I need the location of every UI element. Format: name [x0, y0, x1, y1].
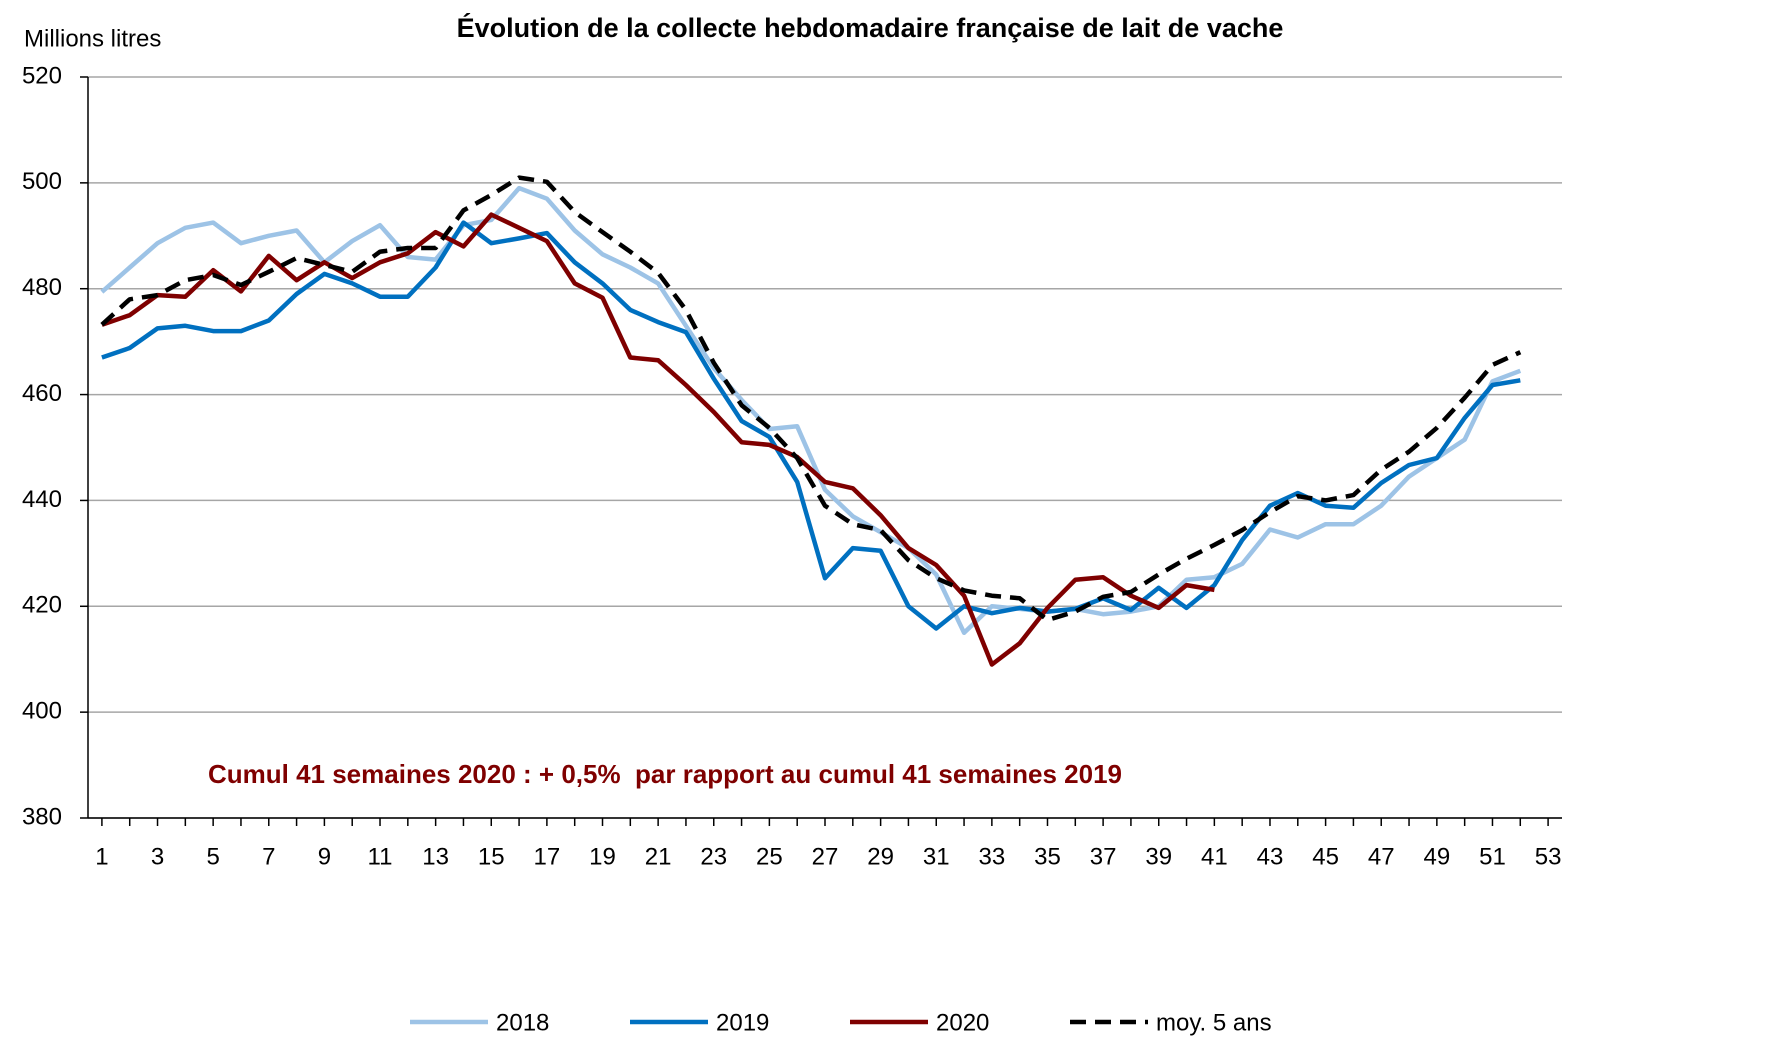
legend-label: 2019	[716, 1009, 769, 1036]
y-tick-label: 440	[22, 486, 62, 513]
x-tick-label: 15	[478, 843, 505, 870]
y-tick-label: 480	[22, 274, 62, 301]
x-tick-label: 51	[1479, 843, 1506, 870]
x-tick-label: 21	[645, 843, 672, 870]
y-axis-label: Millions litres	[24, 25, 161, 52]
legend-label: 2020	[936, 1009, 989, 1036]
x-tick-label: 23	[700, 843, 727, 870]
x-tick-label: 37	[1090, 843, 1117, 870]
x-tick-label: 43	[1257, 843, 1284, 870]
x-tick-label: 31	[923, 843, 950, 870]
x-tick-label: 27	[812, 843, 839, 870]
x-tick-label: 25	[756, 843, 783, 870]
x-tick-label: 11	[368, 843, 393, 870]
x-tick-label: 9	[318, 843, 331, 870]
y-tick-label: 520	[22, 62, 62, 89]
x-tick-label: 13	[422, 843, 449, 870]
x-tick-label: 47	[1368, 843, 1395, 870]
y-tick-label: 420	[22, 592, 62, 619]
series-line	[101, 220, 1521, 631]
x-tick-label: 1	[95, 843, 108, 870]
x-tick-label: 33	[979, 843, 1006, 870]
series-line	[100, 185, 1522, 636]
x-tick-label: 5	[206, 843, 219, 870]
x-tick-label: 29	[867, 843, 894, 870]
x-tick-label: 41	[1201, 843, 1228, 870]
x-tick-label: 17	[534, 843, 561, 870]
legend-label: 2018	[496, 1009, 549, 1036]
series-line	[101, 212, 1215, 667]
series-line	[100, 175, 1522, 623]
y-tick-label: 380	[22, 803, 62, 830]
x-tick-label: 19	[589, 843, 616, 870]
x-tick-label: 53	[1535, 843, 1562, 870]
x-tick-label: 35	[1034, 843, 1061, 870]
legend-label: moy. 5 ans	[1156, 1009, 1272, 1036]
y-tick-label: 460	[22, 380, 62, 407]
y-tick-label: 400	[22, 697, 62, 724]
x-tick-label: 39	[1145, 843, 1172, 870]
y-tick-label: 500	[22, 168, 62, 195]
x-tick-label: 7	[262, 843, 275, 870]
x-tick-label: 3	[151, 843, 164, 870]
x-tick-label: 49	[1423, 843, 1450, 870]
annotation: Cumul 41 semaines 2020 : + 0,5% par rapp…	[208, 759, 1122, 789]
chart-title: Évolution de la collecte hebdomadaire fr…	[457, 12, 1284, 43]
x-tick-label: 45	[1312, 843, 1339, 870]
